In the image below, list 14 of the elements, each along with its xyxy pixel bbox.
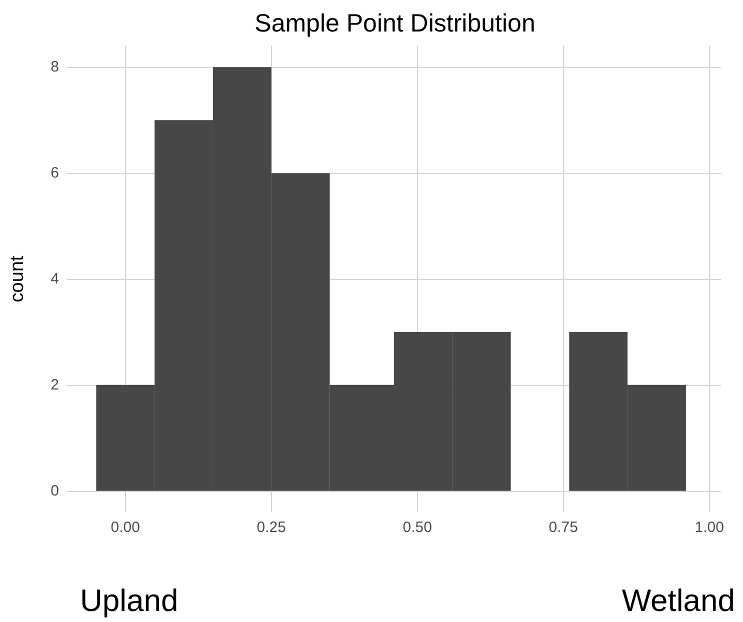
text: Wetland xyxy=(622,583,736,618)
x-tick-label: 1.00 xyxy=(694,519,724,536)
x-tick-label: 0.50 xyxy=(402,519,432,536)
chart-title: Sample Point Distribution xyxy=(254,10,536,38)
x-tick-label: 0.75 xyxy=(548,519,578,536)
x-tick-label: 0.00 xyxy=(110,519,140,536)
y-tick-label: 0 xyxy=(50,482,59,500)
y-axis-title: count xyxy=(7,255,28,302)
y-tick-label: 8 xyxy=(50,58,59,76)
x-tick-label: 0.25 xyxy=(256,519,286,536)
y-tick-label: 2 xyxy=(50,376,59,394)
y-tick-label: 6 xyxy=(50,164,59,182)
y-tick-label: 4 xyxy=(50,270,59,288)
text: Upland xyxy=(80,583,178,618)
